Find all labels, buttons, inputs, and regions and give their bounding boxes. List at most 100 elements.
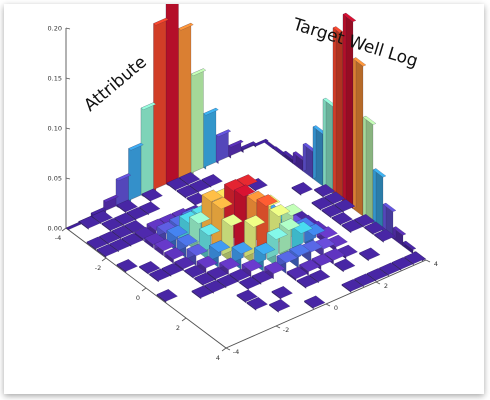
bar-top <box>99 231 121 244</box>
bar-top <box>201 189 223 202</box>
joint-bar <box>374 229 396 243</box>
bar-top <box>166 177 188 190</box>
bar-top <box>79 216 101 229</box>
chart-3d-histogram: 0.00 0.05 0.10 0.15 0.20 -4 -2 0 2 4 -4 -2 0 2 4 Attri… <box>48 0 438 362</box>
joint-bar <box>324 191 346 206</box>
bar-top <box>334 199 356 212</box>
bar-top <box>402 240 417 250</box>
joint-bar <box>124 220 146 234</box>
attribute-marginal-bar <box>312 125 327 187</box>
joint-bar <box>251 270 273 285</box>
bar-top <box>364 221 386 234</box>
x-tick-mark <box>181 317 187 322</box>
bar-top <box>231 241 253 255</box>
joint-bar <box>321 204 343 219</box>
joint-bar <box>116 199 138 214</box>
z-tick-label: 0.00 <box>48 225 62 233</box>
y-tick-label: -4 <box>233 348 239 356</box>
bar-top <box>139 201 161 214</box>
bar-top <box>219 257 241 270</box>
joint-bar <box>121 233 143 247</box>
bar-top <box>179 172 201 185</box>
joint-bar <box>304 295 326 310</box>
bar-top <box>116 259 138 272</box>
z-tick-label: 0.15 <box>48 75 62 83</box>
bar-side-left <box>165 0 179 185</box>
target-well-log-marginal-bar <box>165 0 179 187</box>
joint-bar <box>161 263 183 277</box>
bar-top <box>229 268 251 282</box>
bar-top <box>176 185 198 198</box>
target-well-log-marginal-bar <box>203 107 219 170</box>
joint-bar <box>309 269 331 284</box>
bar-top <box>121 233 143 246</box>
bar-top <box>90 207 107 215</box>
joint-bar <box>334 199 356 213</box>
bar-side-left <box>178 22 192 179</box>
bar-side-left <box>312 125 317 180</box>
joint-bar <box>139 201 161 216</box>
bar-top <box>341 279 363 292</box>
bar-top <box>304 295 326 308</box>
bar-top <box>109 238 131 251</box>
bar-top <box>286 266 308 279</box>
bar-top <box>204 280 226 293</box>
bar-top <box>101 218 123 231</box>
bar-top <box>321 204 343 217</box>
bar-top <box>264 261 286 274</box>
bar-top <box>362 115 377 125</box>
bar-top <box>266 227 288 240</box>
x-tick-label: -2 <box>95 264 101 272</box>
joint-bar <box>139 261 161 275</box>
joint-bar <box>166 177 188 192</box>
bar-top <box>154 238 176 252</box>
x-tick-label: 2 <box>176 324 180 332</box>
joint-bar <box>354 214 376 228</box>
target-well-log-marginal-bar <box>253 138 269 148</box>
joint-bar <box>286 266 308 282</box>
bar-top <box>256 194 278 207</box>
bar-top <box>215 129 232 137</box>
y-tick-label: -2 <box>283 326 289 334</box>
bar-top <box>246 297 268 310</box>
x-tick-mark <box>61 227 67 232</box>
target-well-log-marginal-bar <box>140 102 157 198</box>
joint-bar <box>126 207 148 221</box>
joint-bar <box>101 218 123 232</box>
bar-top <box>331 212 353 225</box>
bar-top <box>309 269 331 282</box>
bar-top <box>392 226 407 236</box>
z-tick-mark <box>65 27 71 30</box>
bar-top <box>140 102 157 110</box>
joint-bar <box>186 243 208 266</box>
joint-bar <box>194 272 216 287</box>
bar-top <box>291 182 313 195</box>
bar-top <box>404 251 426 264</box>
z-tick-mark <box>65 77 71 80</box>
bar-top <box>126 207 148 220</box>
attribute-marginal-bar <box>362 115 377 225</box>
bar-top <box>111 225 133 238</box>
bar-side-left <box>322 97 327 187</box>
y-tick-mark <box>275 325 281 329</box>
joint-bar <box>164 247 186 264</box>
bar-top <box>139 261 161 274</box>
target-well-log-marginal-histogram <box>65 0 269 230</box>
joint-bar <box>404 251 426 266</box>
bar-top <box>178 22 194 31</box>
joint-bar <box>314 184 336 198</box>
bar-top <box>209 240 231 253</box>
bar-top <box>324 191 346 204</box>
bar-top <box>161 263 183 276</box>
bar-side-left <box>190 68 204 174</box>
bar-top <box>189 179 211 192</box>
bar-top <box>241 259 263 272</box>
joint-bar <box>366 268 388 282</box>
x-tick-mark <box>101 257 107 262</box>
joint-bar <box>331 212 353 226</box>
bar-top <box>174 256 196 270</box>
bar-top <box>372 168 387 178</box>
joint-bar <box>176 185 198 199</box>
z-tick-mark <box>65 177 71 180</box>
joint-bar <box>156 289 178 303</box>
